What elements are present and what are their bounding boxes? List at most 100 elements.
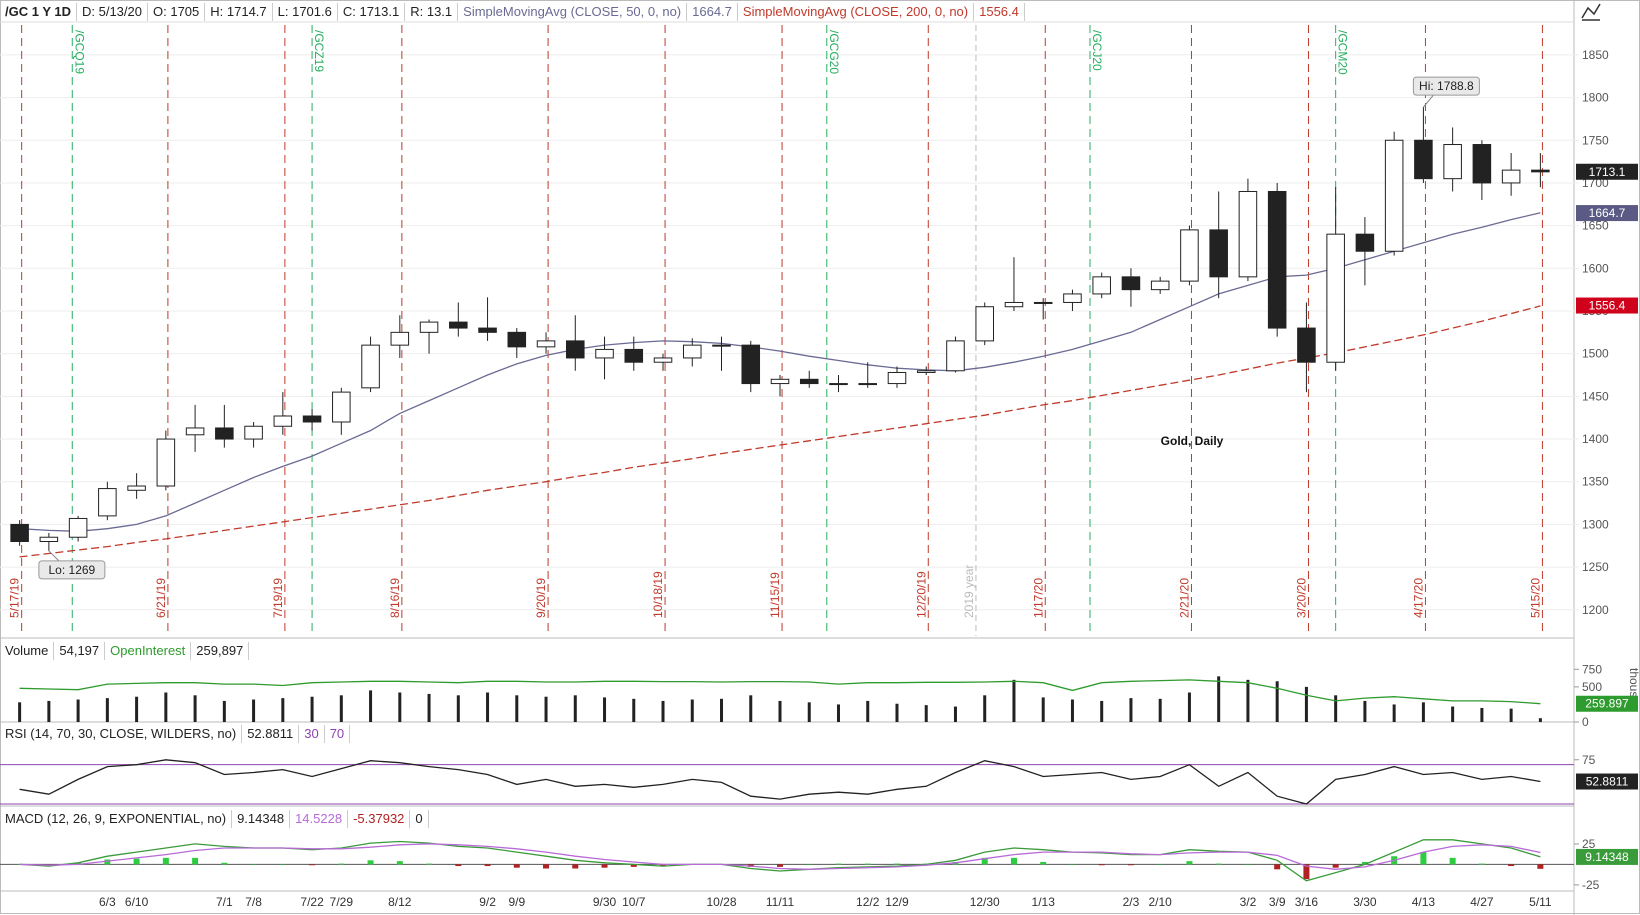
x-tick-label: 4/27 bbox=[1470, 895, 1494, 909]
histogram-bar bbox=[1508, 864, 1515, 867]
histogram-bar bbox=[1098, 864, 1105, 866]
candle-body bbox=[1326, 233, 1345, 363]
volume-bar bbox=[369, 690, 373, 722]
volume-bar bbox=[105, 698, 109, 722]
candle-body bbox=[624, 348, 644, 363]
y-tick-label: 1250 bbox=[1582, 560, 1609, 574]
expiration-label: 3/20/20 bbox=[1294, 578, 1308, 618]
study-value: 0 bbox=[410, 810, 429, 828]
volume-bar bbox=[281, 698, 285, 722]
candle-body bbox=[1384, 139, 1404, 252]
y-tick-label: 0 bbox=[1582, 715, 1589, 729]
volume-bar bbox=[18, 702, 22, 722]
symbol: /GC 1 Y 1D bbox=[0, 3, 77, 21]
x-tick-label: 12/30 bbox=[970, 895, 1000, 909]
price-tag-label: 52.8811 bbox=[1586, 775, 1629, 789]
histogram-bar bbox=[1127, 864, 1134, 866]
x-tick-label: 6/10 bbox=[125, 895, 149, 909]
study-name: RSI (14, 70, 30, CLOSE, WILDERS, no) bbox=[0, 725, 243, 743]
y-tick-label: 1750 bbox=[1582, 133, 1609, 147]
annotation-label: Hi: 1788.8 bbox=[1419, 79, 1474, 93]
candle-body bbox=[536, 340, 556, 348]
study-name: SimpleMovingAvg (CLOSE, 200, 0, no) bbox=[738, 3, 975, 21]
histogram-bar bbox=[1010, 857, 1017, 865]
candle-body bbox=[1121, 276, 1141, 291]
expiration-label: 8/16/19 bbox=[388, 578, 402, 618]
volume-bar bbox=[1217, 676, 1221, 722]
candle-body bbox=[10, 523, 29, 543]
histogram-bar bbox=[601, 864, 608, 868]
macd-value-line bbox=[19, 839, 1541, 882]
volume-bar bbox=[486, 692, 490, 722]
header-item: L: 1701.6 bbox=[273, 3, 338, 21]
expiration-label: 12/20/19 bbox=[914, 571, 928, 618]
x-tick-label: 9/2 bbox=[479, 895, 496, 909]
candle-body bbox=[302, 415, 322, 423]
histogram-bar bbox=[221, 862, 228, 865]
x-tick-label: 7/8 bbox=[245, 895, 262, 909]
volume-bar bbox=[895, 703, 899, 722]
y-tick-label: 750 bbox=[1582, 662, 1602, 676]
histogram-bar bbox=[513, 864, 520, 868]
candle-body bbox=[68, 517, 88, 538]
chart-settings-icon[interactable] bbox=[1581, 3, 1601, 21]
y-tick-label: 75 bbox=[1582, 753, 1596, 767]
volume-bar bbox=[76, 699, 80, 722]
histogram-bar bbox=[1215, 863, 1222, 865]
candle-body bbox=[390, 331, 410, 346]
annotation-label: Lo: 1269 bbox=[49, 563, 96, 577]
study-value: 1664.7 bbox=[687, 3, 738, 21]
y-tick-label: 1350 bbox=[1582, 475, 1609, 489]
histogram-bar bbox=[279, 864, 286, 865]
histogram-bar bbox=[835, 863, 842, 865]
volume-bar bbox=[456, 695, 460, 722]
histogram-bar bbox=[1420, 852, 1427, 865]
volume-bar bbox=[252, 699, 256, 722]
histogram-bar bbox=[250, 864, 257, 865]
rsi-line bbox=[19, 759, 1541, 805]
volume-bar bbox=[222, 700, 226, 722]
level-value: 70 bbox=[325, 725, 351, 743]
annotation-box bbox=[1412, 76, 1480, 96]
volume-bar bbox=[1100, 700, 1104, 722]
study-header: MACD (12, 26, 9, EXPONENTIAL, no) 9.14348… bbox=[0, 809, 429, 829]
volume-bar bbox=[1363, 700, 1367, 722]
volume-bar bbox=[1129, 698, 1133, 722]
candle-body bbox=[799, 378, 819, 385]
study-value: 259,897 bbox=[191, 642, 250, 660]
annotation-box bbox=[38, 560, 106, 580]
histogram-bar bbox=[396, 861, 403, 865]
candle-body bbox=[946, 340, 965, 372]
x-tick-label: 9/30 bbox=[593, 895, 617, 909]
roll-label: /GCJ20 bbox=[1090, 30, 1104, 71]
roll-label: /GCQ19 bbox=[72, 30, 86, 74]
price-tag bbox=[1576, 297, 1638, 314]
candle-body bbox=[361, 344, 380, 389]
histogram-bar bbox=[864, 863, 871, 865]
header-bar: /GC 1 Y 1D D: 5/13/20 O: 1705 H: 1714.7 L: 1… bbox=[0, 2, 1025, 22]
histogram-bar bbox=[1478, 863, 1485, 865]
histogram-bar bbox=[1361, 861, 1368, 865]
candle-body bbox=[741, 344, 761, 385]
histogram-bar bbox=[455, 864, 462, 867]
y-tick-label: 1300 bbox=[1582, 517, 1609, 531]
study-value: 52.8811 bbox=[242, 725, 300, 743]
volume-bar bbox=[1246, 679, 1250, 722]
y-tick-label: 25 bbox=[1582, 837, 1596, 851]
histogram-bar bbox=[893, 863, 900, 865]
candle-body bbox=[273, 415, 293, 427]
histogram-bar bbox=[1186, 861, 1193, 865]
histogram-bar bbox=[133, 858, 140, 865]
y-tick-label: 500 bbox=[1582, 680, 1602, 694]
candle-body bbox=[682, 344, 702, 359]
volume-bar bbox=[720, 698, 724, 722]
volume-bar bbox=[1451, 706, 1455, 722]
histogram-bar bbox=[543, 864, 550, 869]
histogram-bar bbox=[1244, 864, 1251, 865]
volume-bar bbox=[310, 696, 314, 722]
candle-body bbox=[916, 370, 936, 373]
x-tick-label: 3/9 bbox=[1269, 895, 1286, 909]
histogram-bar bbox=[484, 864, 491, 867]
